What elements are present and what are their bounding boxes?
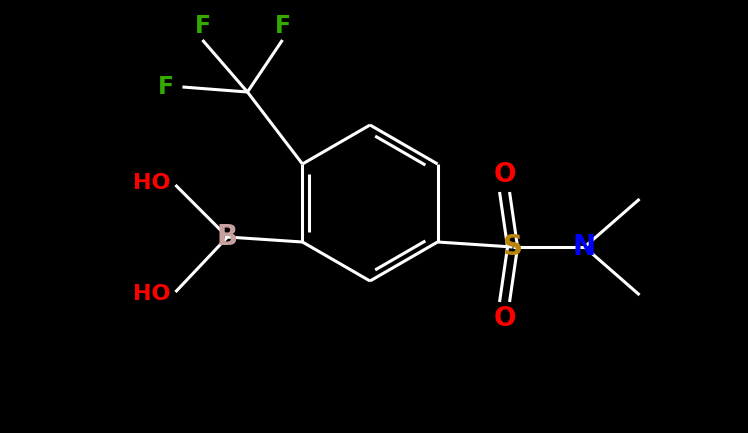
Text: N: N [573,233,596,261]
Text: F: F [275,14,290,38]
Text: F: F [194,14,210,38]
Text: O: O [493,306,516,332]
Text: HO: HO [133,173,171,193]
Text: O: O [493,162,516,188]
Text: S: S [503,233,523,261]
Text: B: B [217,223,238,251]
Text: F: F [159,75,174,99]
Text: HO: HO [133,284,171,304]
